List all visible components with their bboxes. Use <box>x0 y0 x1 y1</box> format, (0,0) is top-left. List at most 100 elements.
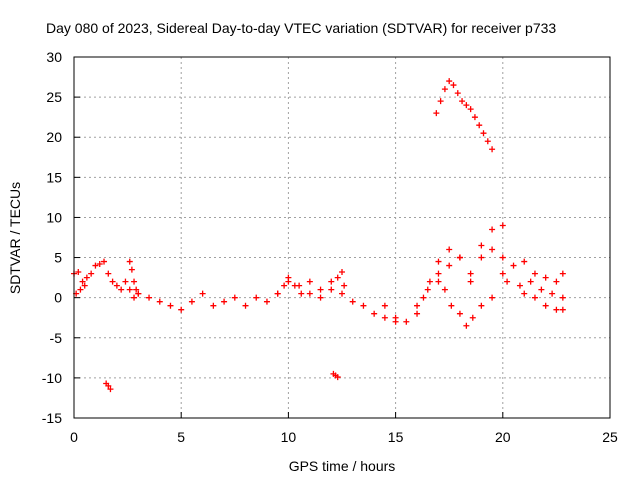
y-tick-label: 0 <box>54 290 62 306</box>
data-point <box>135 290 142 297</box>
data-point <box>484 138 491 145</box>
data-point <box>128 266 135 273</box>
data-point <box>414 302 421 309</box>
data-point <box>489 226 496 233</box>
data-point <box>210 302 217 309</box>
data-point <box>381 314 388 321</box>
data-point <box>334 274 341 281</box>
data-point <box>446 262 453 269</box>
grid-lines <box>73 56 611 419</box>
data-point <box>553 278 560 285</box>
data-point <box>504 278 511 285</box>
y-tick-label: 10 <box>46 209 62 225</box>
y-axis-label: SDTVAR / TECUs <box>7 182 23 294</box>
data-point <box>92 262 99 269</box>
data-point <box>281 282 288 289</box>
data-point <box>81 282 88 289</box>
data-point <box>156 298 163 305</box>
data-point <box>105 382 112 389</box>
y-tick-label: -15 <box>42 410 62 426</box>
data-point <box>459 98 466 105</box>
data-point <box>424 286 431 293</box>
data-point <box>178 306 185 313</box>
data-point <box>298 290 305 297</box>
data-point <box>542 302 549 309</box>
x-tick-label: 25 <box>602 429 618 445</box>
x-tick-label: 15 <box>388 429 404 445</box>
data-point <box>437 98 444 105</box>
series-peak-arc <box>433 78 496 153</box>
data-point <box>510 262 517 269</box>
data-point <box>79 278 86 285</box>
data-point <box>435 258 442 265</box>
data-point <box>334 374 341 381</box>
data-point <box>341 282 348 289</box>
data-point <box>527 278 534 285</box>
series-tail-20-23h <box>499 254 566 313</box>
data-point <box>456 254 463 261</box>
data-point <box>553 306 560 313</box>
series-spike-2.5h <box>126 258 142 297</box>
series-outliers <box>103 268 345 393</box>
data-point <box>469 314 476 321</box>
y-tick-label: 5 <box>54 250 62 266</box>
data-point <box>96 260 103 267</box>
data-point <box>88 270 95 277</box>
data-point <box>122 278 129 285</box>
data-point <box>131 294 138 301</box>
data-point <box>118 286 125 293</box>
y-tick-label: 30 <box>46 49 62 65</box>
data-point <box>446 78 453 85</box>
data-point <box>463 322 470 329</box>
data-point <box>435 278 442 285</box>
data-point <box>403 318 410 325</box>
series-early-cluster <box>71 258 142 301</box>
data-point <box>467 270 474 277</box>
data-point <box>339 290 345 297</box>
y-tick-label: 25 <box>46 89 62 105</box>
data-point <box>167 302 174 309</box>
data-point <box>306 290 313 297</box>
data-points <box>71 78 566 393</box>
data-point <box>188 298 195 305</box>
data-point <box>77 286 84 293</box>
series-late-mid <box>435 246 506 285</box>
x-tick-label: 5 <box>177 429 185 445</box>
data-point <box>231 294 238 301</box>
data-point <box>441 286 448 293</box>
data-point <box>105 270 112 277</box>
data-point <box>480 130 487 137</box>
data-point <box>349 298 356 305</box>
data-point <box>521 258 528 265</box>
data-point <box>101 258 108 265</box>
data-point <box>478 242 485 249</box>
plot-frame <box>73 56 611 419</box>
x-tick-label: 10 <box>281 429 297 445</box>
data-point <box>499 270 506 277</box>
data-point <box>467 106 474 113</box>
data-point <box>328 278 335 285</box>
data-point <box>426 278 433 285</box>
data-point <box>476 122 483 129</box>
data-point <box>109 278 116 285</box>
data-point <box>328 286 335 293</box>
data-point <box>463 102 470 109</box>
data-point <box>274 290 281 297</box>
data-point <box>126 286 133 293</box>
data-point <box>450 82 457 89</box>
data-point <box>499 254 506 261</box>
data-point <box>317 294 324 301</box>
data-point <box>83 274 90 281</box>
data-point <box>516 282 523 289</box>
data-point <box>478 302 485 309</box>
series-late-lower <box>381 270 496 329</box>
data-point <box>489 294 496 301</box>
y-tick-label: 20 <box>46 129 62 145</box>
y-tick-label: -5 <box>50 330 63 346</box>
data-point <box>126 258 133 265</box>
data-point <box>435 270 442 277</box>
data-point <box>531 294 538 301</box>
data-point <box>433 110 440 117</box>
x-tick-label: 0 <box>70 429 78 445</box>
data-point <box>531 270 538 277</box>
